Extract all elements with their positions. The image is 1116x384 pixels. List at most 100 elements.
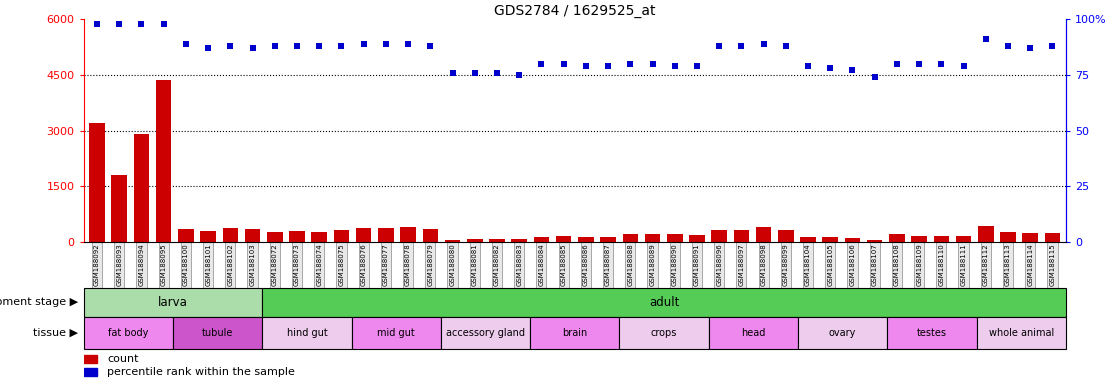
Bar (156, 81, 172, 242)
Text: mid gut: mid gut (377, 328, 415, 338)
Bar (619, 317, 709, 349)
Point (288, 43, 306, 49)
Point (1043, 43, 1061, 49)
Bar (912, 236, 927, 242)
Point (844, 67, 862, 73)
Bar (334, 230, 349, 242)
Bar (84, 317, 173, 349)
Bar (798, 317, 887, 349)
Point (221, 43, 239, 49)
Bar (533, 237, 549, 242)
Point (799, 63, 817, 69)
Text: head: head (741, 328, 766, 338)
Text: whole animal: whole animal (989, 328, 1054, 338)
Bar (667, 234, 683, 242)
Point (754, 41, 772, 47)
Bar (489, 239, 504, 242)
Bar (889, 235, 905, 242)
Bar (84, 355, 97, 363)
Text: percentile rank within the sample: percentile rank within the sample (107, 367, 295, 377)
Point (622, 61, 639, 67)
Bar (976, 317, 1066, 349)
Point (510, 72, 528, 78)
Point (110, 21, 128, 27)
Bar (84, 368, 97, 376)
Point (666, 63, 684, 69)
Point (555, 61, 573, 67)
Point (177, 41, 195, 47)
Bar (709, 317, 798, 349)
Bar (1045, 233, 1060, 242)
Point (777, 43, 795, 49)
Bar (352, 317, 441, 349)
Bar (423, 229, 439, 242)
Point (1021, 45, 1039, 51)
Point (976, 36, 994, 42)
Point (133, 21, 151, 27)
Bar (267, 232, 282, 242)
Point (488, 70, 506, 76)
Bar (466, 239, 482, 242)
Point (199, 45, 217, 51)
Bar (556, 237, 571, 242)
Text: tissue ▶: tissue ▶ (33, 328, 78, 338)
Point (577, 63, 595, 69)
Text: tubule: tubule (202, 328, 233, 338)
Point (821, 65, 839, 71)
Point (377, 41, 395, 47)
Bar (134, 134, 150, 242)
Point (465, 70, 483, 76)
Bar (356, 228, 372, 242)
Bar (955, 236, 971, 242)
Bar (445, 240, 460, 242)
Point (443, 70, 461, 76)
Bar (84, 288, 262, 317)
Text: ovary: ovary (829, 328, 856, 338)
Bar (112, 175, 127, 242)
Bar (1022, 233, 1038, 242)
Bar (645, 235, 661, 242)
Point (954, 63, 972, 69)
Text: brain: brain (562, 328, 587, 338)
Bar (222, 228, 238, 242)
Bar (401, 227, 416, 242)
Bar (778, 230, 793, 242)
Point (310, 43, 328, 49)
Bar (733, 230, 749, 242)
Bar (511, 239, 527, 242)
Bar (845, 238, 860, 242)
Bar (179, 229, 194, 242)
Point (999, 43, 1017, 49)
Bar (378, 228, 394, 242)
Text: testes: testes (917, 328, 946, 338)
Bar (201, 231, 215, 242)
Bar (756, 227, 771, 242)
Point (400, 41, 417, 47)
Bar (262, 317, 352, 349)
Point (422, 43, 440, 49)
Bar (600, 237, 616, 242)
Bar (887, 317, 976, 349)
Text: fat body: fat body (108, 328, 148, 338)
Bar (89, 123, 105, 242)
Point (933, 61, 951, 67)
Bar (289, 231, 305, 242)
Text: hind gut: hind gut (287, 328, 327, 338)
Point (532, 61, 550, 67)
Point (333, 43, 350, 49)
Point (88, 21, 106, 27)
Text: larva: larva (158, 296, 187, 309)
Point (911, 61, 929, 67)
Bar (711, 230, 727, 242)
Text: crops: crops (651, 328, 677, 338)
Point (266, 43, 283, 49)
Point (710, 43, 728, 49)
Bar (978, 226, 993, 242)
Bar (530, 317, 619, 349)
Bar (441, 317, 530, 349)
Point (355, 41, 373, 47)
Bar (578, 237, 594, 242)
Text: accessory gland: accessory gland (446, 328, 525, 338)
Bar (1000, 232, 1016, 242)
Point (155, 21, 173, 27)
